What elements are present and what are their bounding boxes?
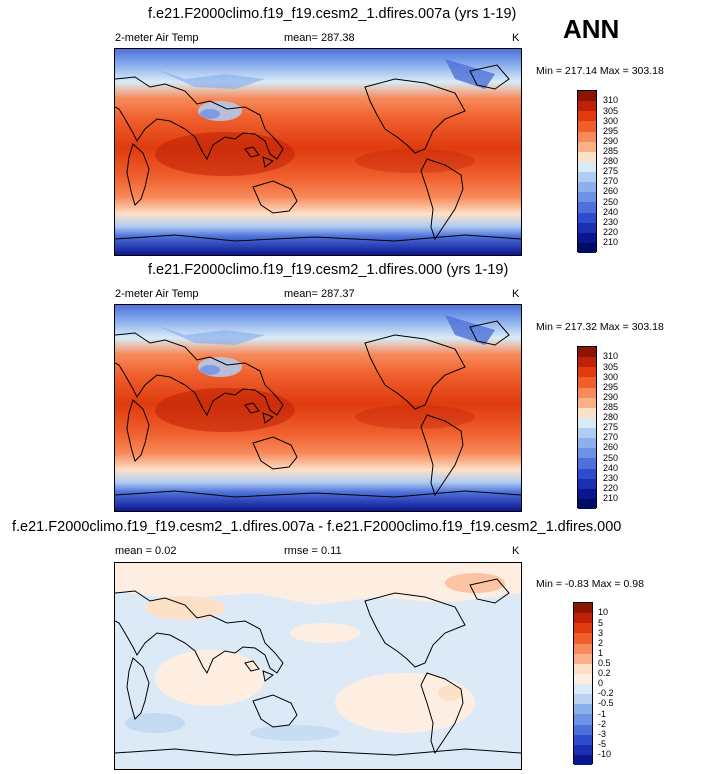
- panel-2-tick: 310: [603, 351, 619, 361]
- panel-2-minmax-label: Min = 217.32 Max = 303.18: [536, 321, 664, 333]
- panel-3-tick: 2: [598, 638, 604, 648]
- panel-1-mean-label: mean= 287.38: [284, 32, 355, 44]
- panel-2-tick: 275: [603, 422, 619, 432]
- panel-1-map: [114, 48, 522, 256]
- panel-1-units-label: K: [512, 32, 520, 44]
- panel-1-tick: 210: [603, 237, 619, 247]
- panel-1-tick: 270: [603, 176, 619, 186]
- panel-1-tick: 275: [603, 166, 619, 176]
- panel-2-tick: 230: [603, 473, 619, 483]
- panel-3-colorbar: [573, 602, 593, 765]
- panel-3-tick: 1: [598, 648, 604, 658]
- panel-3-tick: 5: [598, 618, 604, 628]
- panel-2-tick: 300: [603, 372, 619, 382]
- panel-2-tick: 270: [603, 432, 619, 442]
- panel-1-tick: 280: [603, 156, 619, 166]
- panel-2-tick: 220: [603, 483, 619, 493]
- panel-3-tick: -0.2: [598, 688, 614, 698]
- panel-3-tick: 10: [598, 607, 609, 617]
- panel-3-tick: -2: [598, 719, 607, 729]
- panel-3-units-label: K: [512, 545, 520, 557]
- panel-2-tick: 295: [603, 382, 619, 392]
- panel-2-colorbar: [577, 346, 597, 509]
- panel-2-map: [114, 304, 522, 512]
- panel-2-tick: 250: [603, 453, 619, 463]
- panel-2-tick: 240: [603, 463, 619, 473]
- panel-1-tick: 285: [603, 146, 619, 156]
- panel-3-tick: 0.2: [598, 668, 611, 678]
- panel-3-map: [114, 562, 522, 770]
- panel-1-title: f.e21.F2000climo.f19_f19.cesm2_1.dfires.…: [148, 6, 517, 22]
- panel-1-tick: 290: [603, 136, 619, 146]
- panel-1-tick: 305: [603, 106, 619, 116]
- panel-1-variable-label: 2-meter Air Temp: [115, 32, 199, 44]
- panel-1-tick: 240: [603, 207, 619, 217]
- panel-1-tick: 250: [603, 197, 619, 207]
- panel-3-tick: 3: [598, 628, 604, 638]
- panel-3-title: f.e21.F2000climo.f19_f19.cesm2_1.dfires.…: [12, 519, 622, 535]
- panel-1-tick: 220: [603, 227, 619, 237]
- panel-3-tick: 0: [598, 678, 604, 688]
- panel-2-tick: 285: [603, 402, 619, 412]
- panel-2-tick: 260: [603, 442, 619, 452]
- panel-2-variable-label: 2-meter Air Temp: [115, 288, 199, 300]
- panel-2-units-label: K: [512, 288, 520, 300]
- panel-3-tick: -3: [598, 729, 607, 739]
- panel-2-tick: 305: [603, 362, 619, 372]
- panel-1-tick: 295: [603, 126, 619, 136]
- panel-2-tick: 290: [603, 392, 619, 402]
- panel-1-tick: 300: [603, 116, 619, 126]
- panel-1-tick: 310: [603, 95, 619, 105]
- panel-3-tick: -1: [598, 709, 607, 719]
- panel-3-tick: -10: [598, 749, 612, 759]
- panel-3-tick: 0.5: [598, 658, 611, 668]
- panel-1-minmax-label: Min = 217.14 Max = 303.18: [536, 65, 664, 77]
- panel-3-tick: -5: [598, 739, 607, 749]
- panel-2-tick: 210: [603, 493, 619, 503]
- panel-2-mean-label: mean= 287.37: [284, 288, 355, 300]
- panel-3-minmax-label: Min = -0.83 Max = 0.98: [536, 578, 644, 590]
- panel-1-tick: 260: [603, 186, 619, 196]
- season-label: ANN: [563, 14, 620, 44]
- panel-2-tick: 280: [603, 412, 619, 422]
- panel-1-tick: 230: [603, 217, 619, 227]
- panel-2-title: f.e21.F2000climo.f19_f19.cesm2_1.dfires.…: [148, 262, 509, 278]
- panel-3-tick: -0.5: [598, 698, 614, 708]
- panel-1-colorbar: [577, 90, 597, 253]
- panel-3-rmse-label: rmse = 0.11: [284, 545, 342, 557]
- panel-3-mean-label: mean = 0.02: [115, 545, 177, 557]
